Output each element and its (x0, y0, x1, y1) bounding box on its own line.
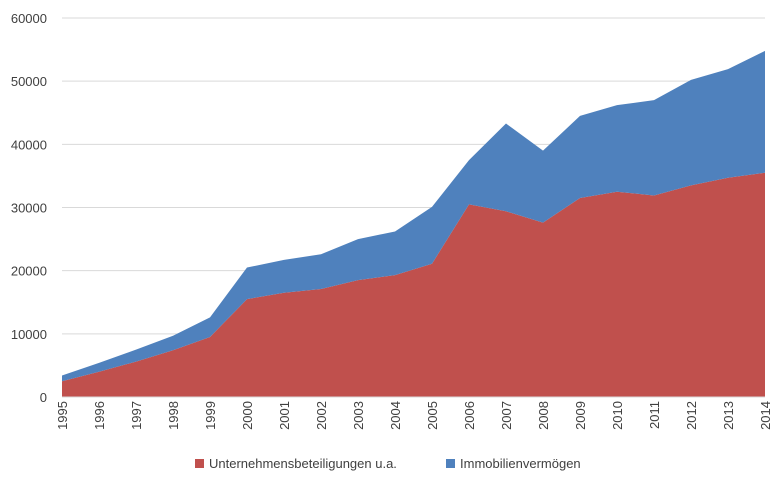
x-tick-label-2004: 2004 (388, 401, 403, 430)
legend-label-unternehmensbeteiligungen: Unternehmensbeteiligungen u.a. (209, 456, 397, 471)
x-tick-label-1999: 1999 (203, 401, 218, 430)
x-tick-label-2005: 2005 (425, 401, 440, 430)
y-tick-label-20000: 20000 (11, 264, 47, 279)
x-tick-label-2014: 2014 (758, 401, 773, 430)
x-tick-label-2007: 2007 (499, 401, 514, 430)
legend-swatch-unternehmensbeteiligungen (195, 459, 204, 468)
y-tick-label-0: 0 (40, 390, 47, 405)
x-tick-label-2010: 2010 (610, 401, 625, 430)
x-tick-label-2009: 2009 (573, 401, 588, 430)
x-tick-label-2011: 2011 (647, 401, 662, 429)
x-tick-label-2013: 2013 (721, 401, 736, 430)
x-tick-label-2003: 2003 (351, 401, 366, 430)
x-tick-label-1998: 1998 (166, 401, 181, 430)
y-tick-label-10000: 10000 (11, 327, 47, 342)
x-tick-label-1996: 1996 (92, 401, 107, 430)
y-tick-label-60000: 60000 (11, 11, 47, 26)
x-tick-label-2000: 2000 (240, 401, 255, 430)
legend-label-immobilienvermoegen: Immobilienvermögen (460, 456, 581, 471)
area-series-1 (62, 50, 765, 382)
y-tick-label-50000: 50000 (11, 74, 47, 89)
plot-areas (62, 50, 765, 398)
x-axis-tick-labels: 1995 1996 1997 1998 1999 2000 2001 2002 2003 2004… (55, 401, 773, 430)
y-axis-tick-labels: 0 10000 20000 30000 40000 50000 60000 (11, 11, 47, 405)
x-tick-label-1995: 1995 (55, 401, 70, 430)
x-tick-label-2002: 2002 (314, 401, 329, 430)
legend-swatch-immobilienvermoegen (446, 459, 455, 468)
legend: Unternehmensbeteiligungen u.a. Immobilie… (195, 456, 581, 471)
y-tick-label-30000: 30000 (11, 201, 47, 216)
x-tick-label-2012: 2012 (684, 401, 699, 430)
x-tick-label-1997: 1997 (129, 401, 144, 430)
x-tick-label-2001: 2001 (277, 401, 292, 430)
area-series-0 (62, 172, 765, 397)
x-tick-label-2006: 2006 (462, 401, 477, 430)
y-tick-label-40000: 40000 (11, 137, 47, 152)
x-tick-label-2008: 2008 (536, 401, 551, 430)
